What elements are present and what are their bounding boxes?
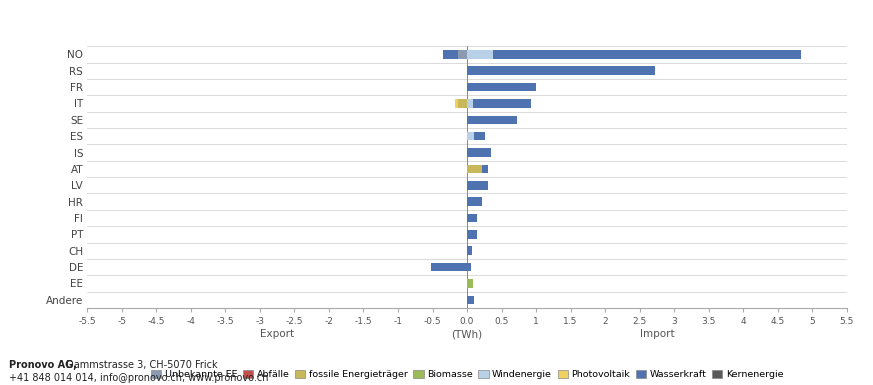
Bar xyxy=(458,50,467,59)
Bar xyxy=(443,50,458,59)
Bar xyxy=(467,116,517,124)
Bar xyxy=(467,296,474,304)
Text: Export: Export xyxy=(260,329,294,339)
Bar xyxy=(473,99,531,108)
Text: Import: Import xyxy=(640,329,674,339)
Bar xyxy=(467,181,488,189)
Text: (TWh): (TWh) xyxy=(451,329,483,339)
Bar xyxy=(467,99,473,108)
Bar xyxy=(467,279,473,288)
Bar xyxy=(493,50,801,59)
Bar xyxy=(467,83,536,91)
Text: +41 848 014 014, info@pronovo.ch, www.pronovo.ch: +41 848 014 014, info@pronovo.ch, www.pr… xyxy=(9,373,268,383)
Text: Pronovo AG,: Pronovo AG, xyxy=(9,360,77,370)
Bar xyxy=(467,263,471,271)
Bar xyxy=(467,50,493,59)
Bar xyxy=(431,263,467,271)
Bar xyxy=(467,198,482,206)
Legend: Unbekannte EE, Abfälle, fossile Energieträger, Biomasse, Windenergie, Photovolta: Unbekannte EE, Abfälle, fossile Energiet… xyxy=(151,370,783,379)
Text: Dammstrasse 3, CH-5070 Frick: Dammstrasse 3, CH-5070 Frick xyxy=(63,360,217,370)
Bar xyxy=(456,99,458,108)
Bar xyxy=(467,148,491,157)
Bar xyxy=(467,246,472,255)
Bar xyxy=(467,230,477,239)
Text: Energieträger Export/Import: Energieträger Export/Import xyxy=(683,23,859,37)
Bar xyxy=(482,165,489,173)
Bar xyxy=(467,214,478,222)
Bar xyxy=(467,67,655,75)
Bar xyxy=(467,132,474,141)
Bar xyxy=(458,99,467,108)
Bar xyxy=(467,165,482,173)
Bar xyxy=(474,132,485,141)
